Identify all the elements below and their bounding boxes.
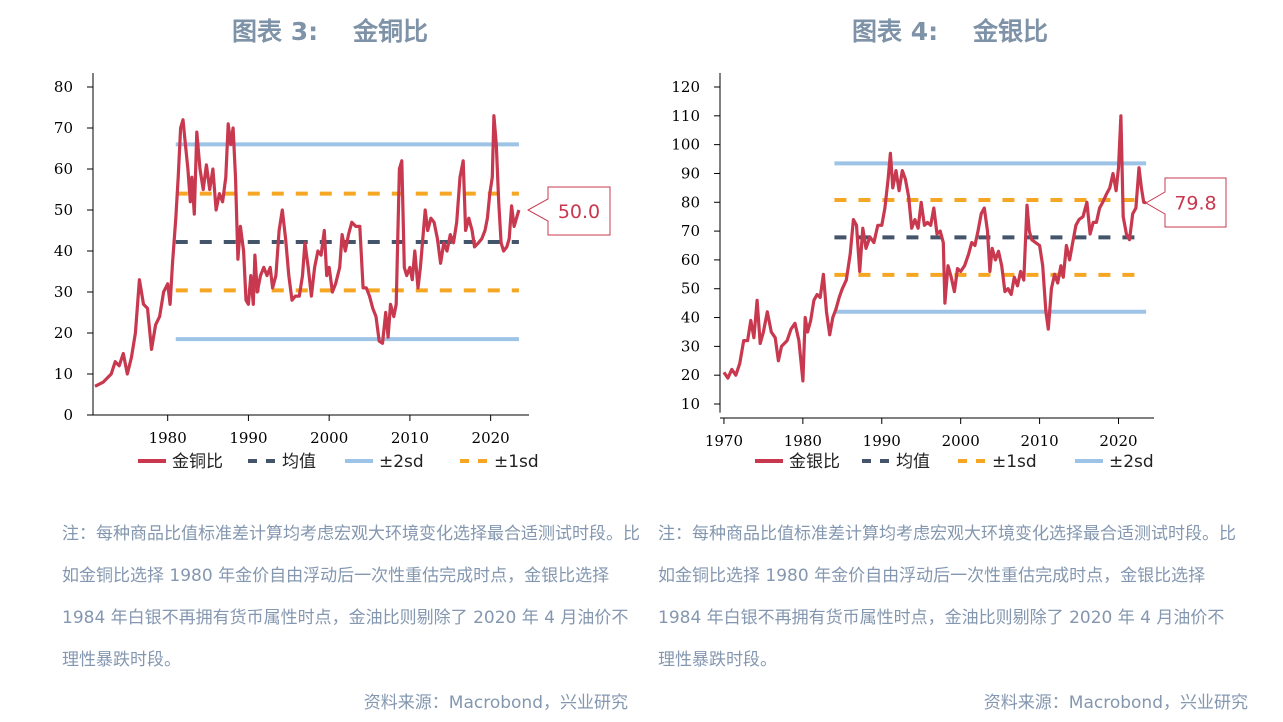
y-tick-label: 60 (681, 251, 700, 269)
x-tick-label: 2020 (472, 429, 510, 447)
x-tick-label: 1980 (149, 429, 187, 447)
legend-item: ±2sd (1075, 452, 1154, 472)
last-value-label: 50.0 (558, 201, 600, 223)
x-tick-label: 1990 (229, 429, 267, 447)
legend-label: ±2sd (379, 452, 424, 472)
last-value-callout (526, 186, 611, 236)
legend-label: ±1sd (992, 452, 1037, 472)
legend-item: 金银比 (755, 452, 840, 472)
legend-label: 金铜比 (172, 452, 223, 472)
y-tick-label: 80 (54, 78, 73, 96)
y-tick-label: 40 (681, 309, 700, 327)
y-tick-label: 60 (54, 160, 73, 178)
chart-gold-copper: 0 10 20 30 40 50 60 70 80 1980 1990 2000 2010 2020 50.… (54, 73, 611, 472)
y-tick-label: 70 (681, 222, 700, 240)
last-value-label: 79.8 (1174, 193, 1216, 215)
y-tick-label: 100 (671, 136, 700, 154)
y-tick-label: 20 (54, 324, 73, 342)
ratio-series-line (94, 114, 521, 388)
note-left: 注：每种商品比值标准差计算均考虑宏观大环境变化选择最合适测试时段。比如金铜比选择… (62, 524, 640, 670)
y-tick-label: 90 (681, 164, 700, 182)
legend-item: 均值 (862, 452, 930, 472)
y-tick-label: 40 (54, 242, 73, 260)
note-right: 注：每种商品比值标准差计算均考虑宏观大环境变化选择最合适测试时段。比如金铜比选择… (658, 524, 1236, 670)
x-tick-label: 2010 (391, 429, 429, 447)
x-tick-label: 1970 (705, 432, 743, 450)
y-tick-label: 20 (681, 366, 700, 384)
chart-title-right: 图表 4: 金银比 (852, 17, 1048, 46)
source-left: 资料来源：Macrobond，兴业研究 (363, 693, 628, 713)
y-tick-label: 10 (54, 365, 73, 383)
y-tick-label: 10 (681, 395, 700, 413)
x-tick-label: 1980 (784, 432, 822, 450)
x-tick-label: 2000 (310, 429, 348, 447)
x-tick-label: 1990 (863, 432, 901, 450)
legend-label: 均值 (282, 452, 316, 472)
legend-label: ±2sd (1109, 452, 1154, 472)
y-tick-label: 80 (681, 193, 700, 211)
y-tick-label: 120 (671, 78, 700, 96)
y-tick-label: 50 (681, 280, 700, 298)
legend-label: ±1sd (494, 452, 539, 472)
y-tick-label: 30 (681, 337, 700, 355)
source-right: 资料来源：Macrobond，兴业研究 (983, 693, 1248, 713)
y-tick-label: 0 (63, 406, 73, 424)
legend-item: 均值 (248, 452, 316, 472)
x-tick-label: 2010 (1020, 432, 1058, 450)
ratio-series-line (722, 114, 1147, 383)
y-tick-label: 30 (54, 283, 73, 301)
y-tick-label: 110 (671, 107, 700, 125)
legend-item: ±1sd (958, 452, 1037, 472)
legend-label: 金银比 (789, 452, 840, 472)
x-tick-label: 2000 (942, 432, 980, 450)
legend-label: 均值 (896, 452, 930, 472)
last-value-callout (1145, 177, 1227, 228)
chart-gold-silver: 10 20 30 40 50 60 70 80 90 100 110 120 1970 1980 1990 2… (671, 73, 1227, 472)
legend-item: ±1sd (460, 452, 539, 472)
chart-title-left: 图表 3: 金铜比 (232, 17, 428, 46)
legend-item: ±2sd (345, 452, 424, 472)
legend-item: 金铜比 (138, 452, 223, 472)
y-tick-label: 50 (54, 201, 73, 219)
y-tick-label: 70 (54, 119, 73, 137)
x-tick-label: 2020 (1099, 432, 1137, 450)
